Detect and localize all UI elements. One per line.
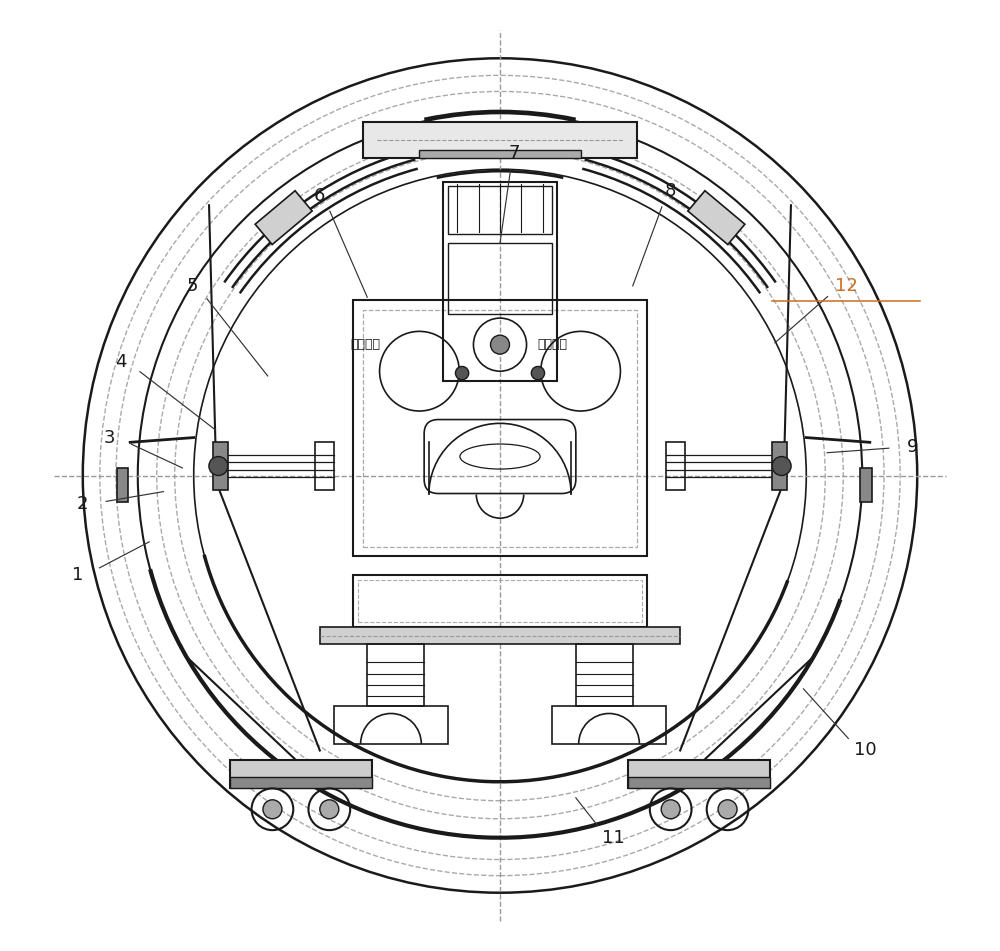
Circle shape — [661, 800, 680, 819]
Bar — [367, 644, 424, 706]
Bar — [353, 301, 647, 556]
Text: 12: 12 — [835, 277, 858, 295]
Text: 6: 6 — [314, 186, 326, 204]
Bar — [772, 442, 787, 490]
Text: 3: 3 — [104, 429, 115, 447]
Bar — [213, 442, 228, 490]
Circle shape — [263, 800, 282, 819]
Text: 8: 8 — [665, 182, 676, 200]
Bar — [255, 191, 312, 244]
Text: 11: 11 — [602, 828, 625, 846]
Bar — [358, 580, 642, 623]
Bar — [628, 760, 770, 788]
Circle shape — [531, 366, 545, 379]
Bar — [353, 575, 647, 628]
Text: 4: 4 — [115, 353, 126, 371]
Bar — [576, 644, 633, 706]
Text: 断开位置: 断开位置 — [350, 339, 380, 351]
Bar — [448, 243, 552, 314]
Bar — [628, 777, 770, 788]
Circle shape — [320, 800, 339, 819]
Text: 断开位置: 断开位置 — [537, 339, 567, 351]
Bar — [688, 191, 745, 244]
Circle shape — [718, 800, 737, 819]
Bar — [443, 182, 557, 380]
Bar — [363, 122, 637, 158]
Text: 5: 5 — [186, 277, 198, 295]
Circle shape — [455, 366, 469, 379]
Bar — [666, 442, 685, 490]
Circle shape — [491, 335, 509, 354]
Text: 7: 7 — [508, 145, 520, 162]
Bar — [230, 777, 372, 788]
Circle shape — [209, 456, 228, 476]
Bar — [315, 442, 334, 490]
Circle shape — [772, 456, 791, 476]
Text: 2: 2 — [77, 495, 89, 513]
Bar — [320, 628, 680, 644]
Bar — [552, 706, 666, 744]
Bar — [419, 150, 581, 158]
Text: 10: 10 — [854, 742, 876, 760]
Text: 9: 9 — [907, 438, 918, 456]
Bar — [230, 760, 372, 788]
Bar — [334, 706, 448, 744]
Bar — [117, 468, 128, 502]
Bar — [860, 468, 872, 502]
Bar — [363, 310, 637, 547]
Bar — [448, 186, 552, 234]
Text: 1: 1 — [72, 566, 84, 584]
